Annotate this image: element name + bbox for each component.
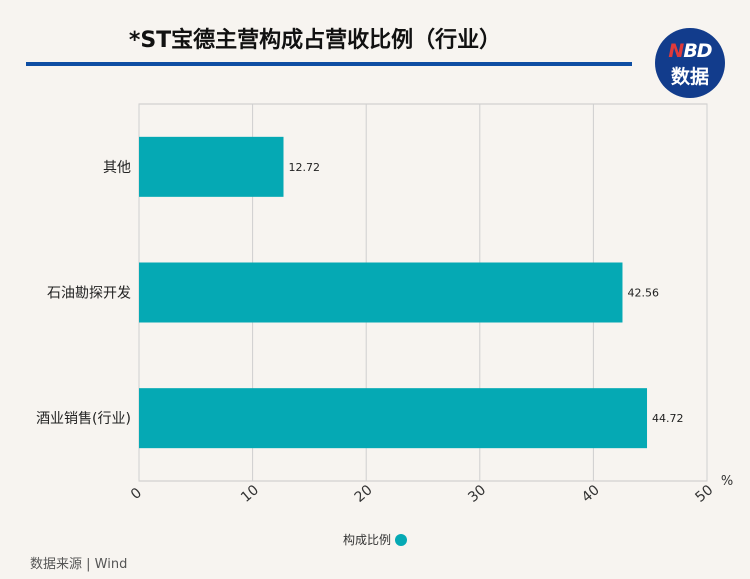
data-label: 42.56	[627, 287, 659, 300]
legend-label: 构成比例	[342, 533, 391, 547]
x-tick-label: 30	[465, 482, 489, 506]
title-underline	[26, 62, 632, 66]
x-tick-label: 50	[692, 482, 716, 506]
legend: 构成比例	[0, 531, 750, 548]
data-label: 12.72	[288, 161, 320, 174]
x-tick-label: 0	[128, 485, 145, 503]
chart-title: *ST宝德主营构成占营收比例（行业）	[128, 28, 502, 53]
x-unit-label: %	[721, 474, 733, 489]
x-tick-label: 10	[238, 482, 262, 506]
legend-swatch	[395, 534, 407, 546]
bar	[139, 136, 284, 197]
data-source: 数据来源 | Wind	[30, 557, 128, 572]
nbd-data-logo: NBD 数据	[655, 28, 725, 98]
category-label: 石油勘探开发	[47, 286, 131, 302]
data-label: 44.72	[652, 412, 684, 425]
bar	[139, 388, 648, 449]
x-tick-label: 40	[579, 482, 603, 506]
category-label: 酒业销售(行业)	[36, 411, 131, 427]
category-label: 其他	[103, 160, 131, 176]
x-tick-label: 20	[352, 482, 376, 506]
bar	[139, 262, 623, 323]
